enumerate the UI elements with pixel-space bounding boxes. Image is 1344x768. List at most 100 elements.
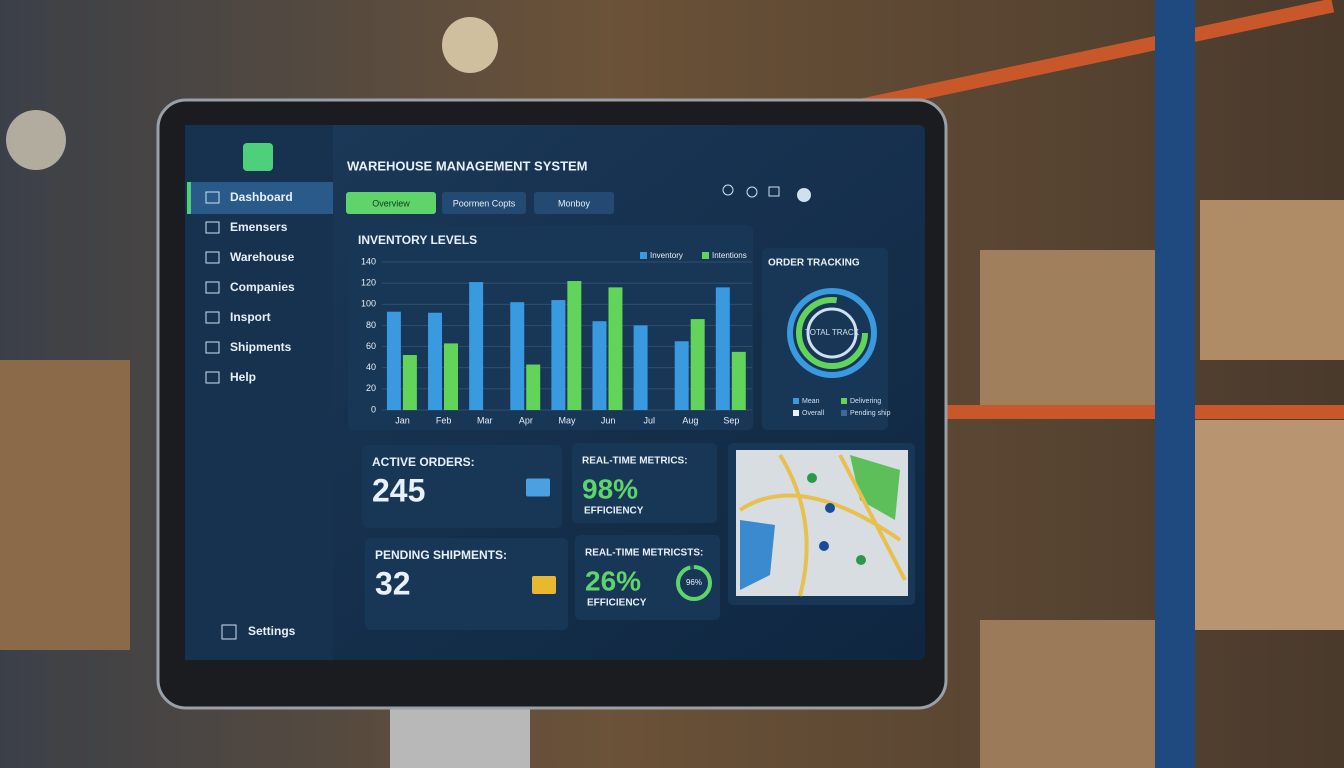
legend-swatch <box>640 252 647 259</box>
card-icon <box>532 576 556 594</box>
nav-item[interactable]: Help <box>230 370 256 384</box>
card-caption: EFFICIENCY <box>587 598 647 609</box>
y-tick-label: 100 <box>361 299 376 309</box>
tab-label[interactable]: Poormen Copts <box>453 198 516 208</box>
active-item <box>190 182 333 214</box>
app-title: WAREHOUSE MANAGEMENT SYSTEM <box>347 158 588 173</box>
legend-label: Pending ship <box>850 410 891 417</box>
bar <box>551 300 566 410</box>
legend-swatch <box>841 398 847 404</box>
x-tick-label: Feb <box>436 415 452 425</box>
legend-swatch <box>841 410 847 416</box>
card-value: 245 <box>372 472 425 508</box>
map-water <box>740 520 775 590</box>
card-label: PENDING SHIPMENTS: <box>375 548 507 562</box>
donut-ring <box>796 297 868 369</box>
card <box>365 538 568 630</box>
x-tick-label: Mar <box>477 415 493 425</box>
legend-swatch <box>702 252 709 259</box>
lamp <box>442 17 498 73</box>
card <box>572 443 717 523</box>
legend-label: Delivering <box>850 398 881 405</box>
sidebar <box>185 125 333 660</box>
bar <box>731 351 746 410</box>
nav-icon <box>205 281 220 294</box>
nav-icon <box>205 371 220 384</box>
chat-icon[interactable] <box>768 186 780 197</box>
legend-swatch <box>793 398 799 404</box>
bar <box>608 287 623 410</box>
box <box>980 250 1160 410</box>
ring <box>676 565 712 601</box>
nav-icon <box>205 221 220 234</box>
x-tick-label: Apr <box>519 415 533 425</box>
y-tick-label: 120 <box>361 278 376 288</box>
card <box>575 535 720 620</box>
bar <box>690 319 705 410</box>
bell-icon[interactable] <box>746 186 758 198</box>
bar <box>469 282 484 410</box>
bar <box>526 364 541 410</box>
lamp <box>6 110 66 170</box>
card-value: 32 <box>375 565 411 601</box>
map-pin[interactable] <box>825 503 835 513</box>
nav-icon <box>205 191 220 204</box>
box <box>0 360 130 650</box>
bar <box>592 321 607 410</box>
order-panel <box>762 248 888 430</box>
bar <box>444 343 458 410</box>
y-tick-label: 80 <box>366 320 376 330</box>
nav-item[interactable]: Dashboard <box>230 190 293 204</box>
avatar[interactable] <box>797 188 811 202</box>
card-icon <box>526 478 550 497</box>
card-value: 26% <box>585 565 641 596</box>
legend-swatch <box>793 410 799 416</box>
settings[interactable]: Settings <box>248 624 296 638</box>
donut-center: TOTAL TRACK <box>805 328 860 337</box>
tab-label[interactable]: Monboy <box>558 198 591 208</box>
x-tick-label: Jan <box>395 415 410 425</box>
shelf-beam <box>930 405 1344 419</box>
nav-item[interactable]: Companies <box>230 280 295 294</box>
map-pin[interactable] <box>807 473 817 483</box>
x-tick-label: Sep <box>723 415 739 425</box>
nav-item[interactable]: Shipments <box>230 340 292 354</box>
y-tick-label: 140 <box>361 256 376 266</box>
nav-item[interactable]: Insport <box>230 310 271 324</box>
tab[interactable] <box>442 192 526 214</box>
nav-item[interactable]: Warehouse <box>230 250 295 264</box>
settings-icon <box>221 624 237 640</box>
box <box>1200 200 1344 360</box>
legend-label: Mean <box>802 398 820 405</box>
bar <box>674 341 689 410</box>
nav-item[interactable]: Emensers <box>230 220 288 234</box>
legend-label: Overall <box>802 410 825 417</box>
y-tick-label: 60 <box>366 341 376 351</box>
x-tick-label: Jun <box>601 415 616 425</box>
search-icon[interactable] <box>722 184 734 196</box>
tab-label[interactable]: Overview <box>372 198 410 208</box>
card-value: 98% <box>582 473 638 504</box>
order-title: ORDER TRACKING <box>768 258 860 269</box>
ring-label: 96% <box>686 578 702 587</box>
map-pin[interactable] <box>819 541 829 551</box>
bar <box>510 302 525 410</box>
tab[interactable] <box>346 192 436 214</box>
legend-label: Intentions <box>712 251 747 260</box>
x-tick-label: May <box>558 415 576 425</box>
bar <box>567 281 582 410</box>
nav-icon <box>205 251 220 264</box>
y-tick-label: 0 <box>371 404 376 414</box>
logo <box>243 143 273 171</box>
map-pin[interactable] <box>856 555 866 565</box>
chart-title: INVENTORY LEVELS <box>358 233 477 247</box>
card-label: REAL-TIME METRICSTS: <box>585 548 703 559</box>
bar <box>386 311 401 410</box>
card-label: ACTIVE ORDERS: <box>372 455 475 469</box>
map-park <box>850 455 900 520</box>
card-label: REAL-TIME METRICS: <box>582 456 688 467</box>
tab[interactable] <box>534 192 614 214</box>
bar <box>402 355 417 410</box>
